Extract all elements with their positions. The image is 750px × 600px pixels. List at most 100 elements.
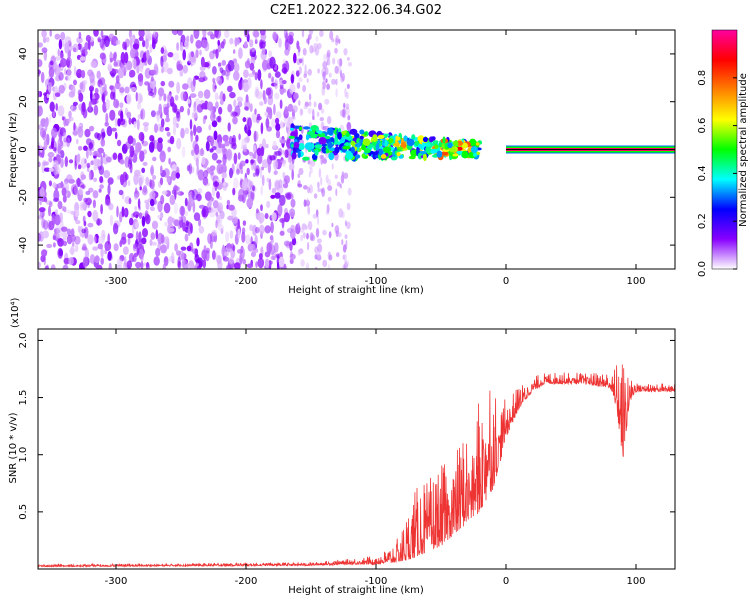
heatmap-cell [93,164,98,171]
heatmap-cell [272,31,278,41]
heatmap-cell [337,131,342,140]
heatmap-cell [90,78,96,87]
heatmap-cell [233,49,236,54]
heatmap-cell [317,181,320,189]
heatmap-cell [76,177,81,188]
heatmap-cell [229,37,234,45]
heatmap-cell [266,242,273,254]
heatmap-cell [328,72,332,78]
heatmap-cell [452,153,459,157]
heatmap-cell [252,172,257,177]
heatmap-cell [326,204,330,214]
heatmap-cell [51,213,56,226]
heatmap-cell [453,140,459,147]
heatmap-cell [114,131,118,140]
heatmap-cell [151,220,159,230]
heatmap-cell [309,164,312,170]
heatmap-cell [85,147,89,159]
heatmap-cell [226,264,232,269]
heatmap-cell [332,57,336,65]
heatmap-cell [287,155,293,163]
heatmap-cell [236,37,240,46]
heatmap-cell [268,72,272,79]
heatmap-cell [316,252,321,259]
snr-y-label: SNR (10 * v/v) [8,412,19,483]
heatmap-cell [334,65,339,74]
heatmap-cell [305,133,310,141]
heatmap-cell [290,74,295,84]
heatmap-cell [266,126,272,132]
heatmap-cell [417,135,425,143]
heatmap-cell [182,260,189,269]
heatmap-cell [285,193,292,201]
heatmap-cell [257,69,262,81]
heatmap-cell [126,260,132,269]
heatmap-cell [181,146,186,159]
heatmap-cell [191,248,198,254]
heatmap-cell [212,206,218,213]
heatmap-cell [163,93,167,102]
heatmap-cell [195,49,199,59]
heatmap-cell [306,232,309,240]
heatmap-cell [279,230,285,236]
heatmap-cell [377,140,381,144]
heatmap-cell [212,81,217,93]
heatmap-cell [233,216,239,226]
heatmap-cell [259,30,266,36]
heatmap-cell [342,145,351,150]
heatmap-cell [317,188,322,193]
heatmap-cell [180,246,187,251]
heatmap-cell [89,254,96,264]
heatmap-cell [297,222,300,228]
heatmap-cell [244,41,248,48]
heatmap-cell [160,165,163,174]
heatmap-cell [83,145,88,151]
heatmap-cell [248,73,255,78]
heatmap-cell [142,185,148,194]
heatmap-cell [94,233,100,244]
heatmap-cell [259,101,264,106]
heatmap-cell [38,42,43,48]
heatmap-cell [287,103,294,112]
heatmap-cell [209,135,214,141]
snr-x-ticks: -300 -200 -100 0 100 [105,329,646,587]
heatmap-cell [129,217,134,226]
heatmap-cell [345,260,350,268]
heatmap-cell [128,252,135,263]
heatmap-cell [109,109,116,121]
heatmap-cell [221,172,227,179]
heatmap-cell [53,61,58,70]
heatmap-cell [119,84,125,97]
heatmap-cell [142,161,148,166]
heatmap-cell [274,79,278,90]
heatmap-cell [241,231,246,243]
heatmap-cell [283,88,287,93]
heatmap-cell [131,224,135,235]
heatmap-cell [298,143,305,151]
heatmap-cell [46,83,52,95]
heatmap-cell [298,100,301,106]
heatmap-cell [205,140,210,152]
heatmap-cell [271,118,277,128]
heatmap-cell [113,243,119,252]
heatmap-cell [104,83,107,93]
heatmap-cell [343,261,348,269]
heatmap-cell [63,131,67,142]
heatmap-cell [258,253,263,260]
heatmap-cell [88,170,92,181]
heatmap-cell [289,83,296,95]
heatmap-cell [213,130,218,141]
heatmap-cell [72,43,79,53]
heatmap-cell [38,105,43,117]
heatmap-cell [216,191,220,199]
heatmap-cell [322,71,326,81]
heatmap-cell [87,222,94,228]
heatmap-cell [178,189,181,197]
heatmap-cell [137,198,141,209]
heatmap-cell [261,159,269,169]
heatmap-cell [314,144,323,149]
heatmap-cell [470,146,478,154]
heatmap-cell [313,101,317,108]
heatmap-cell [301,56,305,67]
